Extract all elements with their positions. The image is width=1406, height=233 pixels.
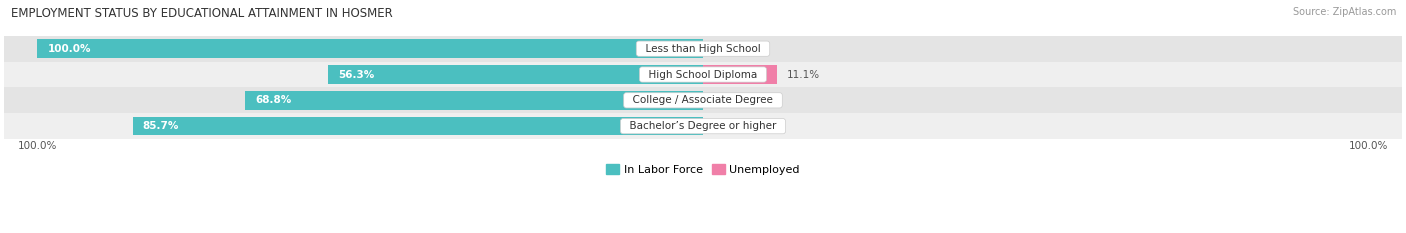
Text: 100.0%: 100.0% — [48, 44, 91, 54]
Bar — [4, 113, 1402, 139]
Text: 56.3%: 56.3% — [339, 69, 374, 79]
Text: 0.0%: 0.0% — [713, 44, 740, 54]
Bar — [4, 87, 1402, 113]
Text: High School Diploma: High School Diploma — [643, 69, 763, 79]
Text: Less than High School: Less than High School — [638, 44, 768, 54]
Bar — [703, 65, 778, 84]
Text: College / Associate Degree: College / Associate Degree — [626, 95, 780, 105]
Bar — [38, 39, 703, 58]
Text: 85.7%: 85.7% — [142, 121, 179, 131]
Text: 68.8%: 68.8% — [254, 95, 291, 105]
Legend: In Labor Force, Unemployed: In Labor Force, Unemployed — [602, 160, 804, 179]
Text: 100.0%: 100.0% — [1348, 141, 1388, 151]
Text: Source: ZipAtlas.com: Source: ZipAtlas.com — [1292, 7, 1396, 17]
Text: Bachelor’s Degree or higher: Bachelor’s Degree or higher — [623, 121, 783, 131]
Bar — [132, 117, 703, 135]
Text: EMPLOYMENT STATUS BY EDUCATIONAL ATTAINMENT IN HOSMER: EMPLOYMENT STATUS BY EDUCATIONAL ATTAINM… — [11, 7, 394, 20]
Bar — [245, 91, 703, 110]
Bar — [4, 36, 1402, 62]
Text: 11.1%: 11.1% — [787, 69, 820, 79]
Bar — [328, 65, 703, 84]
Bar — [4, 62, 1402, 87]
Text: 0.0%: 0.0% — [713, 121, 740, 131]
Text: 0.0%: 0.0% — [713, 95, 740, 105]
Text: 100.0%: 100.0% — [18, 141, 58, 151]
